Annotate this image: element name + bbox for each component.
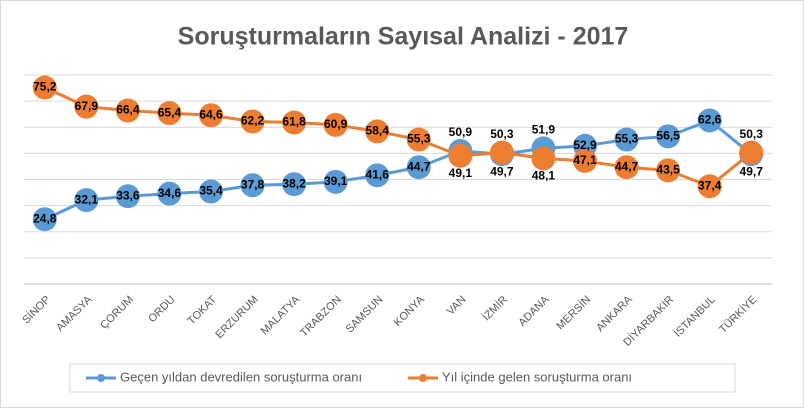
data-point	[656, 158, 681, 183]
data-label: 32,1	[75, 192, 99, 206]
data-point	[32, 207, 57, 232]
data-point	[74, 188, 99, 213]
data-point	[739, 140, 764, 165]
data-point	[32, 75, 57, 100]
data-label: 47,1	[573, 153, 597, 167]
data-label: 64,6	[199, 107, 223, 121]
data-point	[323, 112, 348, 137]
data-label: 58,4	[366, 124, 390, 138]
data-point	[365, 119, 390, 144]
data-point	[448, 143, 473, 168]
data-label: 37,8	[241, 177, 265, 191]
data-point	[240, 109, 265, 134]
data-point	[406, 155, 431, 180]
data-label: 38,2	[282, 176, 306, 190]
data-label: 48,1	[532, 169, 556, 183]
data-point	[157, 181, 182, 206]
data-label: 61,8	[282, 115, 306, 129]
data-point	[365, 163, 390, 188]
data-label: 33,6	[116, 188, 140, 202]
data-label: 43,5	[656, 163, 680, 177]
data-point	[697, 108, 722, 133]
data-label: 49,7	[490, 164, 514, 178]
data-point	[199, 179, 223, 204]
data-label: 49,1	[449, 166, 473, 180]
data-label: 66,4	[116, 103, 140, 117]
data-label: 51,9	[532, 123, 556, 137]
data-point	[115, 98, 140, 123]
data-label: 50,3	[490, 127, 514, 141]
data-label: 62,6	[698, 113, 722, 127]
data-label: 50,9	[449, 125, 473, 139]
data-point	[406, 127, 431, 152]
data-point	[282, 172, 307, 197]
data-label: 44,7	[615, 159, 639, 173]
data-label: 35,4	[199, 184, 223, 198]
data-label: 24,8	[33, 211, 57, 225]
data-point	[240, 173, 265, 198]
data-label: 67,9	[75, 99, 99, 113]
data-label: 34,6	[158, 186, 182, 200]
data-point	[614, 155, 639, 180]
data-point	[157, 101, 182, 126]
data-point	[656, 124, 681, 149]
legend-marker	[97, 374, 105, 382]
data-label: 60,9	[324, 117, 348, 131]
data-label: 39,1	[324, 174, 348, 188]
data-label: 55,3	[615, 132, 639, 146]
data-label: 65,4	[158, 105, 182, 119]
data-label: 55,3	[407, 132, 431, 146]
data-label: 56,5	[656, 129, 680, 143]
data-label: 50,3	[740, 127, 764, 141]
legend-marker	[419, 374, 427, 382]
data-point	[74, 94, 99, 119]
data-label: 75,2	[33, 80, 57, 94]
legend-label: Geçen yıldan devredilen soruşturma oranı	[120, 369, 362, 384]
data-point	[489, 140, 514, 165]
data-point	[573, 148, 597, 173]
data-label: 37,4	[698, 178, 722, 192]
data-point	[282, 110, 307, 135]
chart-title: Soruşturmaların Sayısal Analizi - 2017	[178, 23, 629, 51]
data-point	[199, 103, 223, 128]
data-label: 44,7	[407, 159, 431, 173]
data-label: 62,2	[241, 114, 265, 128]
data-point	[323, 169, 348, 194]
legend-label: Yıl içinde gelen soruşturma oranı	[442, 369, 632, 384]
data-point	[697, 174, 722, 199]
data-label: 52,9	[573, 138, 597, 152]
legend-box	[69, 363, 736, 393]
data-point	[531, 146, 556, 171]
data-point	[614, 127, 639, 152]
data-label: 49,7	[740, 164, 764, 178]
data-point	[115, 184, 140, 209]
data-label: 41,6	[366, 167, 390, 181]
